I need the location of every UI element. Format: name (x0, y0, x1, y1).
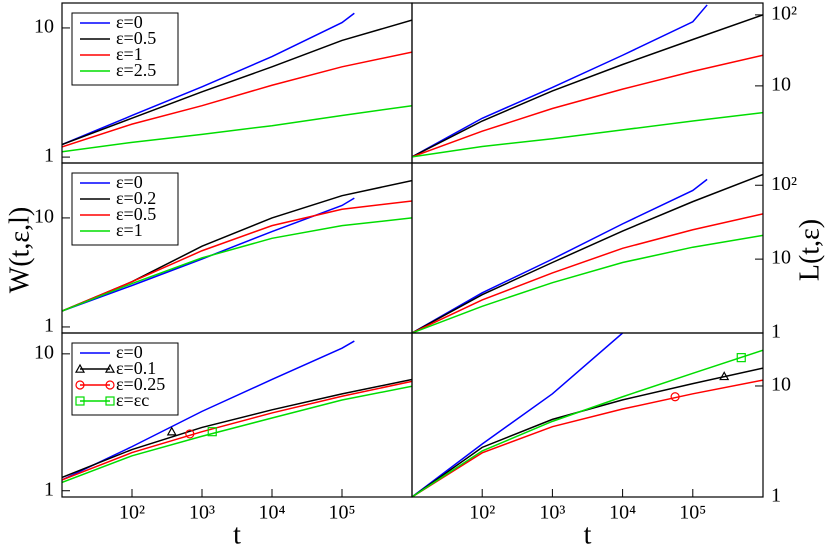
x-tick-label: 10³ (189, 502, 215, 524)
series-line (412, 349, 763, 497)
series-line (412, 54, 763, 158)
legend-label: ε=0 (116, 342, 143, 362)
marker (185, 429, 195, 439)
series-line (62, 19, 412, 146)
marker (105, 396, 115, 406)
series-line (412, 111, 763, 158)
marker (104, 363, 116, 373)
panel-frame (411, 332, 764, 498)
legend-label: ε=0.25 (116, 374, 165, 394)
y-tick-label: 10 (771, 73, 791, 95)
x-tick-label: 10⁵ (679, 502, 706, 524)
series-line (62, 340, 355, 481)
x-axis-label: t (584, 519, 592, 550)
legend-box (71, 342, 179, 416)
series-line (62, 385, 412, 484)
y-tick-label: 10 (771, 374, 791, 396)
series-line (62, 12, 355, 146)
x-tick-label: 10² (469, 502, 495, 524)
x-tick-label: 10⁴ (259, 502, 286, 524)
legend-label: ε=2.5 (116, 60, 156, 80)
series-line (62, 200, 412, 312)
y-tick-label: 1 (771, 485, 781, 507)
series-line (62, 380, 412, 481)
legend-label: ε=0.1 (116, 358, 156, 378)
plot-area (62, 340, 412, 484)
x-tick-label: 10³ (539, 502, 565, 524)
series-line (62, 197, 355, 312)
legend-box (71, 172, 179, 246)
panel: 1 10 ε=0ε=0.2ε=0.5ε=1 W(t,ε,l) (4, 162, 413, 337)
legend-label: ε=1 (116, 44, 143, 64)
legend-box (71, 12, 179, 86)
series-line (412, 333, 624, 497)
plot-area (412, 333, 763, 497)
y-tick-label: 1 (771, 321, 781, 343)
panel: 1 10 10² L(t,ε) (411, 162, 825, 343)
legend-label: ε=0.5 (116, 204, 156, 224)
y-tick-label: 1 (44, 315, 54, 337)
series-line (412, 14, 763, 158)
marker (719, 371, 730, 381)
y-tick-label: 10 (34, 16, 54, 38)
series-line (62, 378, 412, 479)
series-line (62, 104, 412, 153)
series-line (412, 234, 763, 333)
series-line (412, 379, 763, 497)
marker (74, 363, 86, 373)
series-line (412, 178, 708, 333)
legend-label: ε=0.2 (116, 188, 156, 208)
y-axis-label: W(t,ε,l) (4, 207, 35, 293)
panel: 1 10 10² 10³ 10⁴ 10⁵ t (411, 332, 791, 550)
y-tick-label: 10² (771, 2, 797, 24)
x-tick-label: 10⁵ (329, 502, 356, 524)
y-axis-label: L(t,ε) (794, 219, 825, 281)
x-tick-label: 10² (119, 502, 145, 524)
panel: 1 10 ε=0ε=0.5ε=1ε=2.5 (34, 2, 413, 167)
plot-area (412, 4, 763, 158)
legend-label: ε=0 (116, 172, 143, 192)
series-line (62, 217, 412, 312)
panel: 10 10² (411, 2, 797, 164)
y-tick-label: 10 (34, 206, 54, 228)
plot-area (62, 179, 412, 312)
series-line (412, 173, 763, 333)
x-tick-label: 10⁴ (609, 502, 636, 524)
series-line (412, 213, 763, 333)
y-tick-label: 10 (34, 341, 54, 363)
series-line (412, 4, 708, 158)
marker (105, 380, 115, 390)
y-tick-label: 10² (771, 173, 797, 195)
y-tick-label: 1 (44, 478, 54, 500)
legend-label: ε=εc (116, 390, 149, 410)
marker (75, 396, 85, 406)
plot-area (62, 12, 412, 153)
marker (207, 427, 217, 437)
series-line (412, 367, 763, 497)
x-axis-label: t (233, 519, 241, 550)
marker (670, 392, 680, 402)
legend-label: ε=0.5 (116, 28, 156, 48)
marker (75, 380, 85, 390)
marker (166, 426, 177, 436)
plot-area (412, 173, 763, 333)
legend-label: ε=1 (116, 220, 143, 240)
legend-label: ε=0 (116, 12, 143, 32)
panel-frame (411, 2, 764, 164)
marker (736, 353, 746, 363)
series-line (62, 51, 412, 148)
y-tick-label: 10 (771, 247, 791, 269)
panel: 1 10 10² 10³ 10⁴ 10⁵ ε=0ε=0.1ε=0.25ε=εc t (34, 332, 413, 550)
y-tick-label: 1 (44, 145, 54, 167)
